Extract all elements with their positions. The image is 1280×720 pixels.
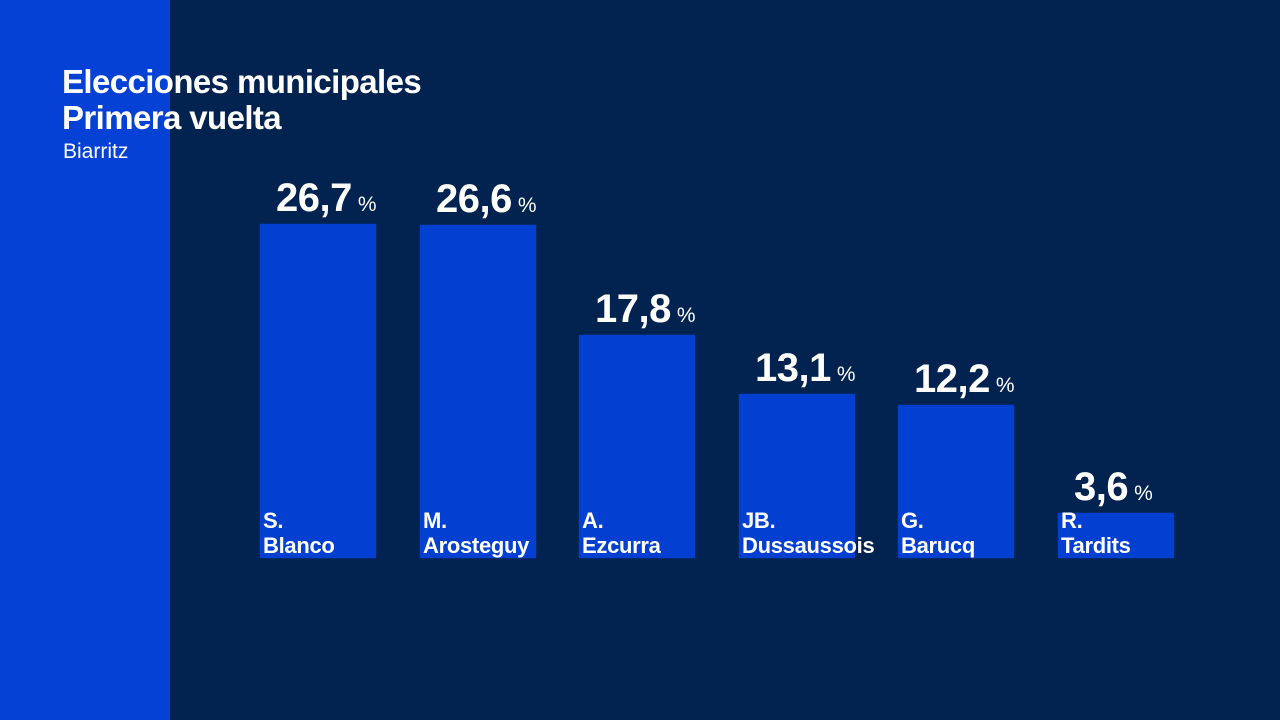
candidate-name: M. Arosteguy <box>423 508 529 558</box>
candidate-initial: A. <box>582 508 604 533</box>
chart-title: Elecciones municipales Primera vuelta <box>62 63 422 136</box>
value-number: 17,8 <box>595 287 671 331</box>
candidate-initial: JB. <box>742 508 776 533</box>
percent-sign: % <box>517 194 537 217</box>
bar <box>579 335 695 558</box>
candidate-surname: Arosteguy <box>423 533 530 558</box>
value-number: 3,6 <box>1074 465 1129 509</box>
value-number: 13,1 <box>755 346 831 390</box>
title-line-2: Primera vuelta <box>62 99 282 136</box>
candidate-surname: Blanco <box>263 533 335 558</box>
chart-subtitle: Biarritz <box>63 140 129 163</box>
bar-value-label: 3,6% <box>1074 465 1153 510</box>
candidate-surname: Dussaussois <box>742 533 875 558</box>
bar-value-label: 26,6% <box>436 177 537 222</box>
bar <box>420 225 536 558</box>
candidate-initial: S. <box>263 508 284 533</box>
bar-value-label: 17,8% <box>595 287 696 332</box>
percent-sign: % <box>836 363 856 386</box>
candidate-surname: Tardits <box>1061 533 1131 558</box>
bar <box>898 405 1014 558</box>
candidate-name: A. Ezcurra <box>582 508 661 558</box>
bar <box>1058 513 1174 558</box>
bar <box>739 394 855 558</box>
candidate-initial: R. <box>1061 508 1083 533</box>
percent-sign: % <box>995 374 1015 397</box>
candidate-name: JB. Dussaussois <box>742 508 875 558</box>
value-number: 12,2 <box>914 357 990 401</box>
percent-sign: % <box>357 193 377 216</box>
value-number: 26,7 <box>276 176 352 220</box>
bar-value-label: 13,1% <box>755 346 856 391</box>
candidate-name: G. Barucq <box>901 508 975 558</box>
bar <box>260 224 376 558</box>
candidate-initial: G. <box>901 508 924 533</box>
percent-sign: % <box>676 304 696 327</box>
candidate-surname: Barucq <box>901 533 975 558</box>
candidate-surname: Ezcurra <box>582 533 661 558</box>
percent-sign: % <box>1134 482 1153 505</box>
candidate-initial: M. <box>423 508 447 533</box>
bar-value-label: 26,7% <box>276 176 377 221</box>
value-number: 26,6 <box>436 177 512 221</box>
bar-value-label: 12,2% <box>914 357 1015 402</box>
candidate-name: S. Blanco <box>263 508 335 558</box>
candidate-name: R. Tardits <box>1061 508 1131 558</box>
left-accent-band <box>0 0 170 720</box>
title-line-1: Elecciones municipales <box>62 63 422 100</box>
